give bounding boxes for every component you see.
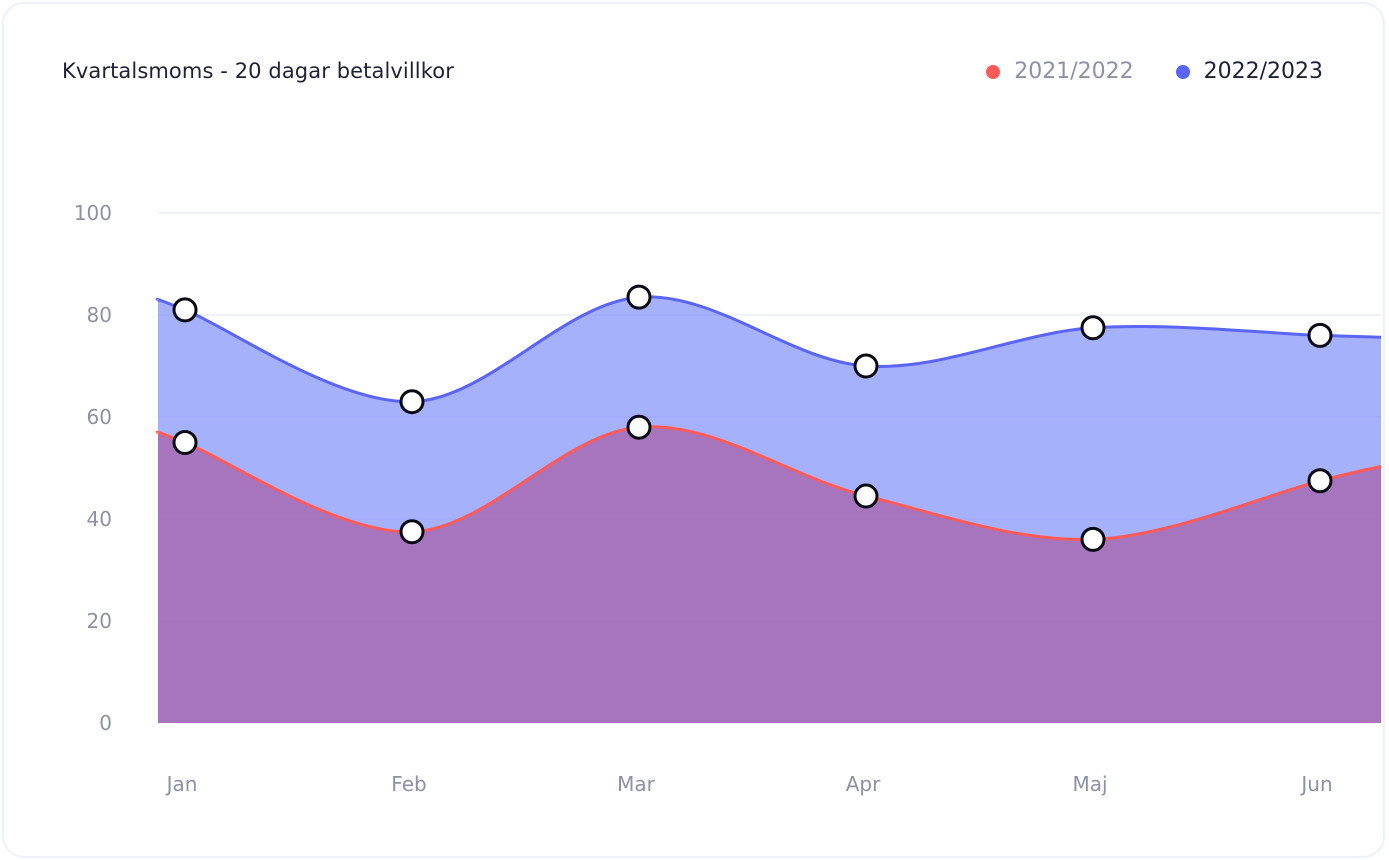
legend-dot-series-1 <box>986 64 1001 79</box>
y-tick-label: 100 <box>74 201 112 225</box>
data-point-series-2[interactable] <box>399 389 425 415</box>
data-point-series-1[interactable] <box>626 414 652 440</box>
x-tick-label: Feb <box>391 772 426 796</box>
data-point-series-1[interactable] <box>172 430 198 455</box>
y-tick-label: 40 <box>87 507 112 531</box>
series-area-1 <box>157 426 1382 723</box>
point-layer <box>172 284 1333 552</box>
x-tick-label: Apr <box>846 772 881 796</box>
area-layer <box>157 296 1382 723</box>
data-point-series-1[interactable] <box>399 519 425 545</box>
data-point-series-1[interactable] <box>853 483 879 509</box>
data-point-series-1[interactable] <box>1307 468 1333 494</box>
data-point-series-2[interactable] <box>626 284 652 310</box>
data-point-series-1[interactable] <box>1080 526 1106 552</box>
legend-dot-series-2 <box>1175 64 1190 79</box>
series-line-2 <box>155 295 1382 404</box>
legend-label-series-1: 2021/2022 <box>1014 59 1134 84</box>
y-tick-label: 80 <box>87 303 112 327</box>
chart-title: Kvartalsmoms - 20 dagar betalvillkor <box>62 59 454 83</box>
series-line-1 <box>155 425 1382 542</box>
legend-item-series-1[interactable]: 2021/2022 <box>986 59 1134 84</box>
y-tick-label: 60 <box>87 405 112 429</box>
legend-label-series-2: 2022/2023 <box>1203 59 1323 84</box>
legend-item-series-2[interactable]: 2022/2023 <box>1175 59 1323 84</box>
x-tick-label: Mar <box>617 772 656 796</box>
data-point-series-2[interactable] <box>853 353 879 379</box>
x-tick-label: Jan <box>165 772 198 796</box>
data-point-series-2[interactable] <box>1080 315 1106 341</box>
x-tick-label: Jun <box>1299 772 1332 796</box>
line-layer <box>155 295 1382 542</box>
chart-legend: 2021/2022 2022/2023 <box>986 59 1323 84</box>
y-tick-label: 0 <box>99 711 112 735</box>
data-point-series-2[interactable] <box>1307 322 1333 348</box>
x-tick-label: Maj <box>1072 772 1107 796</box>
data-point-series-2[interactable] <box>172 297 198 323</box>
y-tick-label: 20 <box>87 609 112 633</box>
y-axis-ticks: 0 20 40 60 80 100 <box>74 201 112 735</box>
x-axis-ticks: Jan Feb Mar Apr Maj Jun <box>165 772 1333 796</box>
